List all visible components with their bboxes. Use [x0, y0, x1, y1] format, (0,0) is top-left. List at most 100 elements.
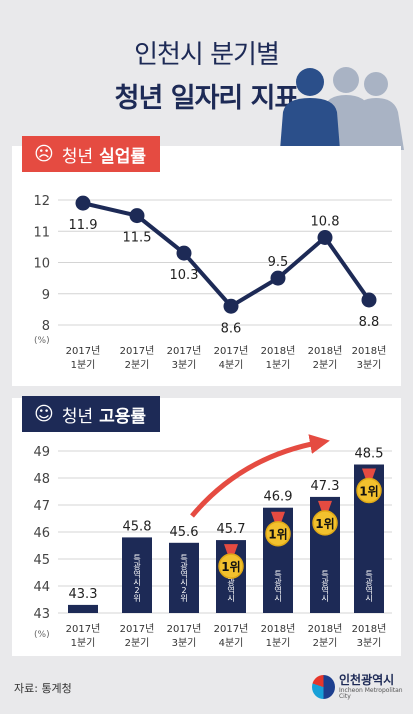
- y-tick-label: 43: [33, 607, 50, 622]
- y-tick-label: 12: [33, 194, 50, 209]
- employment-bar-chart: 43 44 45 46 47 48 49 (%) 43.3 45.8 특 광 역 시 2 위 45.6 특 광 역 시 2…: [33, 434, 392, 649]
- medal: [312, 510, 338, 536]
- x-tick-label-quarter: 1분기: [71, 637, 96, 649]
- data-label: 48.5: [355, 447, 384, 462]
- data-point: [176, 245, 192, 261]
- data-label: 45.7: [217, 522, 246, 537]
- y-tick-label: 46: [33, 526, 50, 541]
- y-tick-label: 44: [33, 580, 50, 595]
- medal-ribbon: [318, 500, 332, 515]
- x-tick-label-quarter: 3분기: [172, 359, 197, 371]
- title-line2: 청년 일자리 지표: [114, 83, 300, 114]
- sad-face-icon: ☹: [34, 143, 54, 165]
- data-label: 11.9: [69, 218, 98, 233]
- x-tick-label-year: 2018년: [308, 345, 343, 357]
- x-tick-label-quarter: 3분기: [357, 637, 382, 649]
- data-label: 11.5: [123, 231, 152, 246]
- logo-name: 인천광역시: [338, 673, 395, 687]
- y-tick-label: 11: [33, 225, 50, 240]
- data-point: [129, 208, 145, 224]
- data-label: 43.3: [69, 587, 98, 602]
- y-tick-label: 8: [42, 319, 50, 334]
- y-tick-label: 47: [33, 499, 50, 514]
- x-tick-label-year: 2018년: [352, 623, 387, 635]
- x-tick-label-year: 2017년: [167, 623, 202, 635]
- data-point: [361, 292, 377, 308]
- x-tick-label-year: 2017년: [214, 623, 249, 635]
- x-tick-label-quarter: 2분기: [313, 359, 338, 371]
- x-tick-label-year: 2017년: [167, 345, 202, 357]
- data-label: 46.9: [264, 490, 293, 505]
- medal: [356, 477, 382, 504]
- x-tick-label-quarter: 1분기: [71, 359, 96, 371]
- y-tick-label: 10: [33, 257, 50, 272]
- x-tick-label-quarter: 4분기: [219, 359, 244, 371]
- employment-label: 고용률: [99, 406, 147, 427]
- bar: [68, 604, 98, 613]
- data-label: 10.8: [311, 215, 340, 230]
- data-label: 10.3: [170, 268, 199, 283]
- data-point: [317, 230, 333, 245]
- x-tick-label-quarter: 2분기: [313, 637, 338, 649]
- logo-en: Incheon Metropolitan City: [338, 687, 403, 700]
- data-point: [223, 298, 239, 314]
- y-tick-label: 49: [33, 445, 50, 460]
- medal-label: 1위: [359, 485, 378, 499]
- x-tick-label-year: 2018년: [308, 623, 343, 635]
- x-tick-label-year: 2018년: [352, 345, 387, 357]
- y-unit-label: (%): [34, 630, 50, 640]
- x-tick-label-year: 2017년: [214, 345, 249, 357]
- y-tick-label: 45: [33, 553, 50, 568]
- data-label: 45.8: [123, 519, 152, 534]
- medal-label: 1위: [315, 517, 334, 531]
- x-tick-label-year: 2017년: [120, 623, 155, 635]
- unemployment-label-prefix: 청년: [61, 146, 94, 167]
- employment-panel: 43 44 45 46 47 48 49 (%) 43.3 45.8 특 광 역 시 2 위 45.6 특 광 역 시 2…: [12, 398, 401, 656]
- x-tick-label-quarter: 4분기: [219, 637, 244, 649]
- medal-label: 1위: [221, 560, 240, 574]
- data-label: 8.6: [221, 321, 242, 336]
- bar: [122, 537, 152, 613]
- unemployment-section-label: ☹ 청년 실업률: [22, 136, 161, 172]
- x-tick-label-quarter: 3분기: [172, 637, 197, 649]
- data-label: 47.3: [311, 479, 340, 494]
- data-point: [270, 270, 286, 286]
- title-line1: 인천시 분기별: [134, 40, 280, 70]
- unemployment-line-chart: 8 9 10 11 12 (%) 11.9 11.5 10.3 8.6 9.5 10.8 8.8 2017…: [33, 194, 392, 371]
- unemployment-label: 실업률: [99, 146, 147, 167]
- x-tick-label-quarter: 2분기: [125, 359, 150, 371]
- y-tick-label: 9: [42, 288, 50, 303]
- data-label: 8.8: [359, 315, 380, 330]
- incheon-logo: 인천광역시 Incheon Metropolitan City: [312, 674, 413, 700]
- data-point: [75, 195, 91, 211]
- employment-section-label: ☺ 청년 고용률: [22, 396, 161, 432]
- x-tick-label-year: 2017년: [66, 623, 101, 635]
- x-tick-label-year: 2018년: [261, 345, 296, 357]
- x-tick-label-quarter: 3분기: [357, 359, 382, 371]
- medal-ribbon: [362, 468, 376, 483]
- y-unit-label: (%): [34, 336, 50, 346]
- bar: [169, 542, 199, 613]
- trend-arrow: [190, 434, 330, 518]
- data-label: 45.6: [170, 525, 199, 540]
- medal: [218, 553, 244, 579]
- employment-label-prefix: 청년: [61, 406, 94, 427]
- medal: [265, 520, 291, 547]
- medal-ribbon: [271, 511, 285, 526]
- x-tick-label-quarter: 2분기: [125, 637, 150, 649]
- people-silhouette-icon: [280, 67, 404, 150]
- incheon-logo-icon: [312, 675, 335, 699]
- data-label: 9.5: [268, 255, 289, 270]
- x-tick-label-quarter: 1분기: [266, 637, 291, 649]
- x-tick-label-year: 2017년: [66, 345, 101, 357]
- x-tick-label-year: 2018년: [261, 623, 296, 635]
- unemployment-panel: 8 9 10 11 12 (%) 11.9 11.5 10.3 8.6 9.5 10.8 8.8 2017…: [12, 146, 401, 386]
- smile-face-icon: ☺: [34, 403, 54, 425]
- medal-label: 1위: [268, 528, 287, 542]
- y-tick-label: 48: [33, 472, 50, 487]
- medal-ribbon: [224, 544, 238, 559]
